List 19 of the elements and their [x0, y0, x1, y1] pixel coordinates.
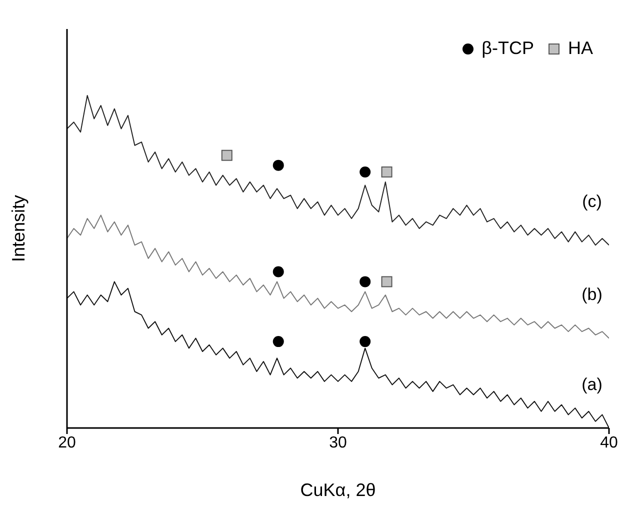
point	[381, 276, 392, 288]
point	[360, 276, 371, 288]
point	[221, 150, 232, 161]
series-label: (c)	[582, 192, 602, 212]
legend-label: HA	[568, 38, 593, 59]
point	[360, 336, 371, 348]
point	[360, 166, 371, 178]
point	[272, 160, 284, 171]
x-tick-label: 20	[58, 434, 76, 452]
x-tick-label: 30	[329, 434, 347, 452]
x-tick-label: 40	[600, 434, 618, 452]
y-axis-title: Intensity	[8, 194, 28, 262]
series-label: (b)	[582, 285, 602, 304]
legend-label: β-TCP	[482, 38, 534, 59]
x-axis-title: CuKα, 2θ	[300, 480, 376, 500]
point	[272, 266, 284, 278]
point	[381, 166, 392, 178]
point	[272, 336, 284, 348]
series-label: (a)	[582, 375, 602, 394]
